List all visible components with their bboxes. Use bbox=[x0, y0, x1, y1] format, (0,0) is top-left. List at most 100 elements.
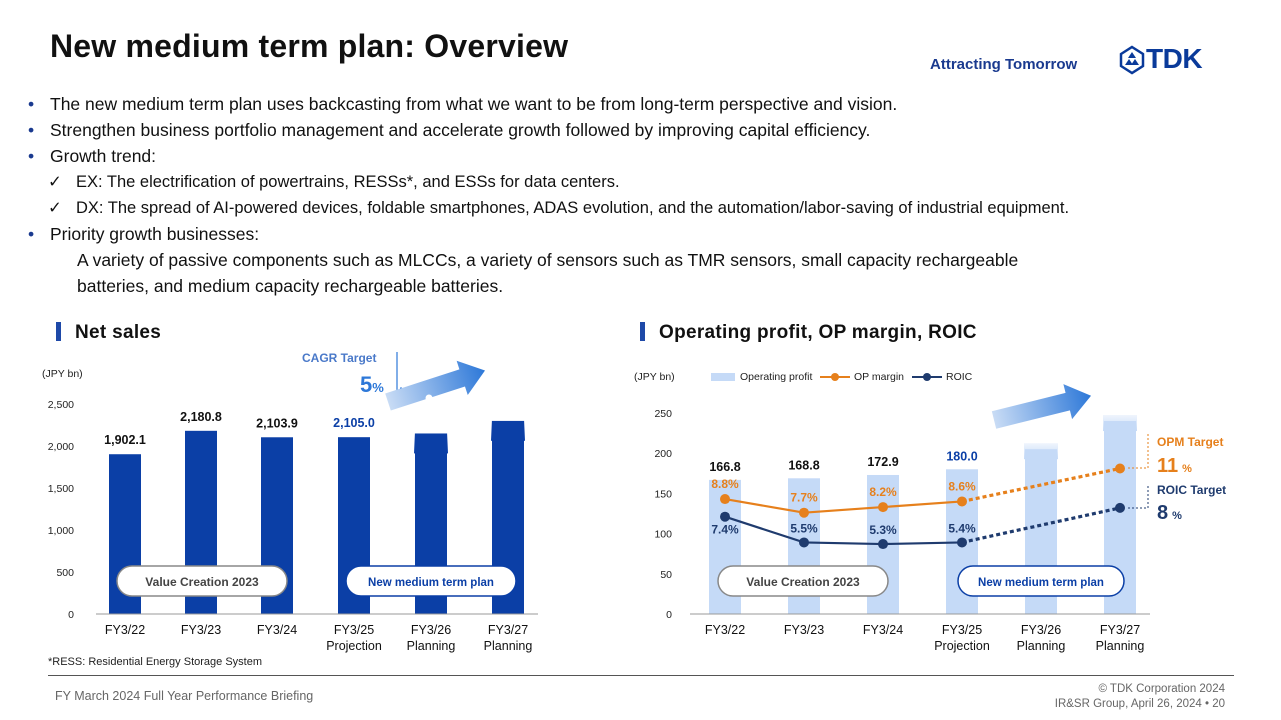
point-label-op-margin: 7.7% bbox=[790, 491, 818, 505]
x-tick-label: FY3/26 bbox=[1021, 623, 1061, 637]
bar-fade-top bbox=[414, 431, 448, 454]
line-roic bbox=[724, 515, 963, 546]
bar-fade-top bbox=[491, 418, 525, 441]
legend-marker-op-margin bbox=[831, 373, 839, 381]
bar-fade-mask bbox=[414, 421, 448, 434]
legend-label-roic: ROIC bbox=[946, 371, 973, 383]
point-label-op-margin: 8.2% bbox=[869, 485, 897, 499]
heading-bar bbox=[640, 322, 645, 341]
point-label-op-margin: 8.6% bbox=[948, 479, 976, 493]
y-tick-label: 2,000 bbox=[48, 441, 74, 453]
y-tick-label: 0 bbox=[666, 609, 672, 621]
point-op-margin bbox=[1115, 463, 1125, 474]
legend-label-operating-profit: Operating profit bbox=[740, 371, 812, 383]
roic-connector bbox=[1128, 484, 1149, 509]
op-heading: Operating profit, OP margin, ROIC bbox=[640, 322, 977, 344]
y-axis-label: (JPY bn) bbox=[42, 368, 83, 380]
value-creation-pill: Value Creation 2023 bbox=[116, 565, 288, 597]
point-label-op-margin: 8.8% bbox=[711, 477, 739, 491]
point-roic bbox=[957, 537, 967, 548]
bar-value-label: 2,105.0 bbox=[333, 416, 375, 430]
bullet-1: The new medium term plan uses backcastin… bbox=[28, 91, 1258, 117]
svg-text:New medium term plan: New medium term plan bbox=[978, 577, 1104, 589]
x-tick-label: FY3/22 bbox=[105, 623, 145, 637]
footer-page-info: IR&SR Group, April 26, 2024 • 20 bbox=[1054, 698, 1225, 710]
net-sales-chart: 0 500 1,000 1,500 2,000 2,500 1,902.1 2,180.8 2… bbox=[42, 351, 538, 653]
y-tick-label: 50 bbox=[660, 569, 672, 581]
page-title: New medium term plan: Overview bbox=[50, 28, 569, 64]
point-label-roic: 5.3% bbox=[869, 523, 897, 537]
footer-divider bbox=[48, 675, 1234, 676]
y-tick-label: 0 bbox=[68, 609, 74, 621]
footer-copyright: © TDK Corporation 2024 bbox=[1098, 683, 1225, 695]
cagr-label: CAGR Target bbox=[302, 351, 376, 365]
logo-text: TDK bbox=[1146, 43, 1203, 74]
x-tick-label: FY3/22 bbox=[705, 623, 745, 637]
check-item-1: ✓ EX: The electrification of powertrains,… bbox=[28, 169, 1258, 195]
opm-target-label: OPM Target bbox=[1157, 435, 1223, 449]
bar-value-label: 168.8 bbox=[788, 458, 819, 472]
point-op-margin bbox=[878, 502, 888, 513]
new-plan-pill: New medium term plan bbox=[957, 565, 1125, 597]
point-op-margin bbox=[720, 494, 730, 505]
bullet-list: The new medium term plan uses backcastin… bbox=[28, 91, 1258, 299]
point-roic bbox=[878, 539, 888, 550]
tdk-logo-icon bbox=[1119, 45, 1145, 75]
x-tick-label: FY3/23 bbox=[784, 623, 824, 637]
x-tick-sublabel: Planning bbox=[1017, 639, 1066, 653]
legend-swatch-operating-profit bbox=[711, 373, 735, 381]
point-roic bbox=[720, 511, 730, 522]
legend-marker-roic bbox=[923, 373, 931, 381]
x-tick-sublabel: Planning bbox=[1096, 639, 1145, 653]
growth-arrow-icon bbox=[991, 384, 1092, 429]
bar-value-label: 166.8 bbox=[709, 460, 740, 474]
new-plan-pill: New medium term plan bbox=[345, 565, 517, 597]
bar-value-label: 2,103.9 bbox=[256, 416, 298, 430]
y-tick-label: 200 bbox=[654, 448, 672, 460]
y-tick-label: 150 bbox=[654, 488, 672, 500]
point-roic bbox=[1115, 502, 1125, 513]
x-tick-label: FY3/27 bbox=[488, 623, 528, 637]
y-tick-label: 1,000 bbox=[48, 525, 74, 537]
operating-profit-chart: 0 50 100 150 200 250 166.8 168.8 172.9 180.0 8.8%… bbox=[634, 371, 1226, 653]
y-tick-label: 2,500 bbox=[48, 399, 74, 411]
tagline: Attracting Tomorrow bbox=[930, 56, 1078, 73]
net-sales-title: Net sales bbox=[75, 322, 162, 343]
footnote: *RESS: Residential Energy Storage System bbox=[48, 656, 262, 668]
y-tick-label: 1,500 bbox=[48, 483, 74, 495]
bullet-2: Strengthen business portfolio management… bbox=[28, 117, 1258, 143]
y-tick-label: 500 bbox=[56, 567, 74, 579]
x-tick-sublabel: Planning bbox=[407, 639, 456, 653]
point-label-roic: 7.4% bbox=[711, 523, 739, 537]
bullet-4-detail-1: A variety of passive components such as … bbox=[77, 250, 1019, 270]
opm-connector bbox=[1128, 434, 1149, 469]
line-plan-op-margin bbox=[961, 466, 1121, 504]
bar-value-label: 2,180.8 bbox=[180, 410, 222, 424]
legend-label-op-margin: OP margin bbox=[854, 371, 904, 383]
bar-value-label: 180.0 bbox=[946, 449, 977, 463]
svg-text:Value Creation 2023: Value Creation 2023 bbox=[746, 575, 860, 589]
point-label-roic: 5.4% bbox=[948, 521, 976, 535]
y-axis-label: (JPY bn) bbox=[634, 371, 675, 383]
check-icon: ✓ bbox=[48, 199, 62, 217]
roic-target-value: 8% bbox=[1157, 502, 1182, 524]
y-tick-label: 250 bbox=[654, 408, 672, 420]
cagr-value: 5% bbox=[360, 372, 384, 397]
x-tick-sublabel: Projection bbox=[934, 639, 990, 653]
bullet-4: Priority growth businesses: bbox=[28, 221, 1258, 247]
point-roic bbox=[799, 537, 809, 548]
bullet-4-detail-2: batteries, and medium capacity rechargea… bbox=[77, 276, 504, 296]
footer-left: FY March 2024 Full Year Performance Brie… bbox=[55, 689, 314, 703]
x-tick-label: FY3/24 bbox=[863, 623, 903, 637]
x-tick-label: FY3/27 bbox=[1100, 623, 1140, 637]
point-op-margin bbox=[799, 507, 809, 518]
heading-bar bbox=[56, 322, 61, 341]
cagr-dot bbox=[425, 394, 433, 402]
value-creation-pill: Value Creation 2023 bbox=[717, 565, 889, 597]
x-tick-sublabel: Projection bbox=[326, 639, 382, 653]
bar-fade-mask bbox=[1103, 407, 1137, 416]
opm-target-value: 11% bbox=[1157, 455, 1192, 477]
chart-legend: Operating profit OP margin ROIC bbox=[711, 371, 973, 383]
x-tick-sublabel: Planning bbox=[484, 639, 533, 653]
check-item-1-text: EX: The electrification of powertrains, … bbox=[76, 173, 620, 191]
